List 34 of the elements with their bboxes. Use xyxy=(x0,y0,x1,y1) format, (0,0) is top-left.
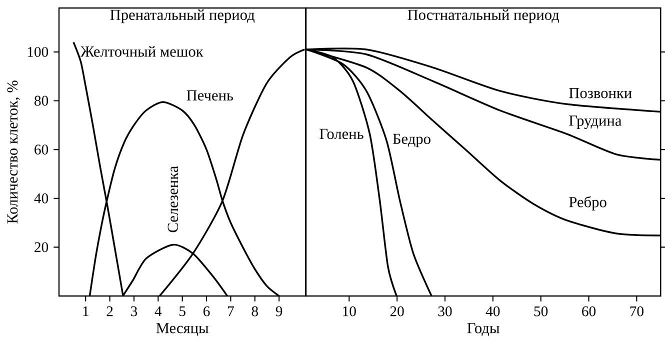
series-label: Грудина xyxy=(569,116,622,129)
chart-title: Пренатальный период xyxy=(110,9,255,24)
y-tick-label: 100 xyxy=(28,46,48,57)
x-tick-label: 6 xyxy=(203,306,210,316)
x-tick-label: 40 xyxy=(486,306,500,316)
x-tick-label: 10 xyxy=(343,306,356,316)
series-label: Бедро xyxy=(392,134,430,148)
x-tick-label: 9 xyxy=(276,306,282,316)
y-tick-label: 20 xyxy=(34,242,48,252)
chart-title: Постнатальный период xyxy=(408,9,560,24)
x-tick-label: 2 xyxy=(106,306,113,316)
x-tick-label: 30 xyxy=(438,306,452,316)
x-tick-label: 1 xyxy=(83,306,88,316)
text: Селезенка xyxy=(168,166,178,232)
x-tick-label: 50 xyxy=(534,306,548,316)
x-axis-title: Годы xyxy=(467,323,500,336)
x-tick-label: 3 xyxy=(131,306,138,316)
legend-label: Желточный мешок xyxy=(80,46,204,57)
x-axis-title: Месяцы xyxy=(156,323,208,336)
x-tick-label: 60 xyxy=(582,306,596,316)
x-tick-label: 4 xyxy=(154,306,162,316)
y-tick-label: 80 xyxy=(34,96,48,106)
y-tick-label: 40 xyxy=(34,193,48,204)
x-tick-label: 20 xyxy=(390,306,404,316)
x-tick-label: 5 xyxy=(180,306,186,316)
y-tick-label: 60 xyxy=(34,144,48,154)
x-tick-label: 8 xyxy=(252,306,258,316)
series-label: Печень xyxy=(186,90,234,101)
x-tick-label: 70 xyxy=(630,306,644,316)
y-axis-title: Количество клеток, % xyxy=(7,80,20,224)
legend-label: Позвонки xyxy=(569,88,632,98)
series-label: Ребро xyxy=(569,196,606,210)
x-tick-label: 7 xyxy=(228,306,234,316)
series-label: Голень xyxy=(320,128,364,140)
